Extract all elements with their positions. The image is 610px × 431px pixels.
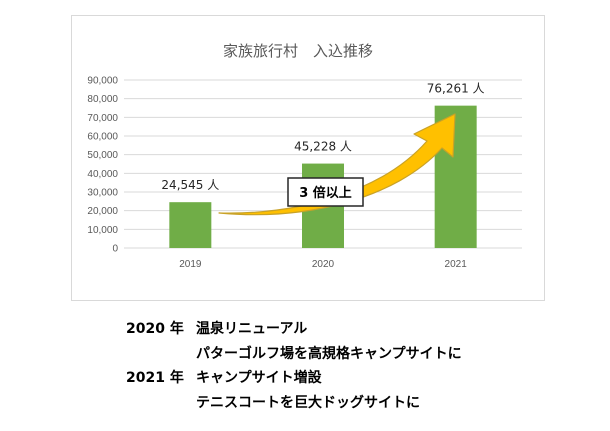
y-tick-label: 10,000 [87, 225, 118, 236]
y-tick-label: 40,000 [87, 169, 118, 180]
note-year: 2020 年 [126, 321, 184, 337]
growth-annotation: 3 倍以上 [218, 113, 456, 216]
chart-frame: 家族旅行村 入込推移 0 10,000 20,000 30,000 40,000 50,0… [71, 15, 545, 301]
callout-box [287, 177, 364, 207]
y-tick-label: 70,000 [87, 113, 118, 124]
data-label-2019: 24,545 人 [161, 178, 219, 192]
note-text: 温泉リニューアル [196, 321, 308, 337]
note-text: キャンプサイト増設 [196, 370, 322, 386]
note-year: 2021 年 [126, 370, 184, 386]
bar-chart: 家族旅行村 入込推移 0 10,000 20,000 30,000 40,000 50,0… [87, 42, 522, 270]
bar-2019 [169, 202, 212, 248]
y-tick-label: 80,000 [87, 94, 118, 105]
y-tick-label: 90,000 [87, 76, 118, 87]
x-axis-ticks: 2019 2020 2021 [179, 259, 467, 270]
data-label-2021: 76,261 人 [427, 82, 485, 96]
y-tick-label: 30,000 [87, 188, 118, 199]
x-tick-label: 2019 [179, 259, 202, 270]
x-tick-label: 2021 [445, 259, 468, 270]
callout-text: 3 倍以上 [299, 185, 352, 201]
y-tick-label: 20,000 [87, 206, 118, 217]
y-tick-label: 0 [112, 244, 118, 255]
y-axis-ticks: 0 10,000 20,000 30,000 40,000 50,000 60,000 70,… [87, 76, 118, 255]
x-tick-label: 2020 [312, 259, 335, 270]
data-label-2020: 45,228 人 [294, 140, 352, 154]
data-labels: 24,545 人 45,228 人 76,261 人 [161, 82, 484, 193]
y-tick-label: 60,000 [87, 132, 118, 143]
y-tick-label: 50,000 [87, 150, 118, 161]
chart-title: 家族旅行村 入込推移 [223, 42, 373, 60]
note-text: パターゴルフ場を高規格キャンプサイトに [196, 346, 462, 362]
note-text: テニスコートを巨大ドッグサイトに [196, 395, 420, 411]
